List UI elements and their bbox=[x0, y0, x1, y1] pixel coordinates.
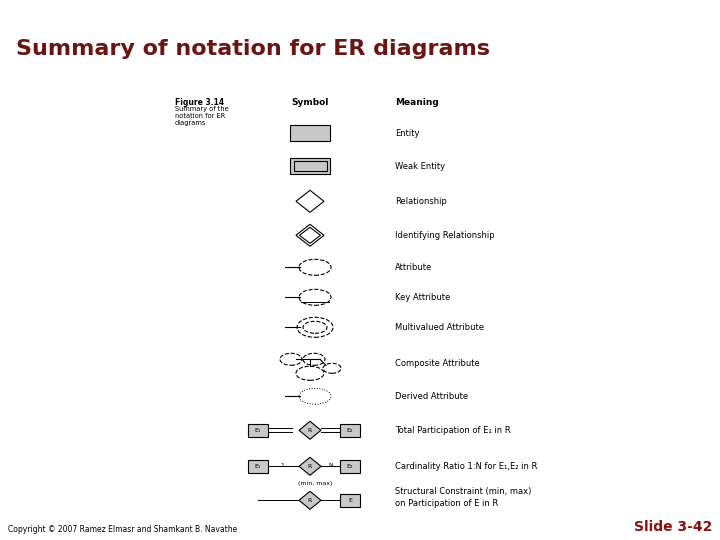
Bar bbox=[248, 460, 268, 473]
Text: Structural Constraint (min, max)
on Participation of E in R: Structural Constraint (min, max) on Part… bbox=[395, 487, 531, 508]
Text: Weak Entity: Weak Entity bbox=[395, 162, 445, 171]
Text: E₁: E₁ bbox=[255, 464, 261, 469]
Ellipse shape bbox=[303, 353, 325, 365]
Text: Summary of notation for ER diagrams: Summary of notation for ER diagrams bbox=[16, 38, 490, 58]
Text: Composite Attribute: Composite Attribute bbox=[395, 359, 480, 368]
Text: Slide 3-42: Slide 3-42 bbox=[634, 520, 712, 534]
Text: R: R bbox=[308, 498, 312, 503]
Text: Symbol: Symbol bbox=[292, 98, 329, 107]
Text: R: R bbox=[308, 464, 312, 469]
Text: 1: 1 bbox=[280, 463, 284, 468]
Bar bbox=[248, 424, 268, 437]
Text: Relationship: Relationship bbox=[395, 197, 447, 206]
Text: Copyright © 2007 Ramez Elmasr and Shamkant B. Navathe: Copyright © 2007 Ramez Elmasr and Shamka… bbox=[8, 525, 238, 534]
Text: E₂: E₂ bbox=[347, 428, 354, 433]
Bar bbox=[340, 424, 360, 437]
Ellipse shape bbox=[323, 363, 341, 373]
Bar bbox=[290, 158, 330, 174]
Text: notation for ER: notation for ER bbox=[175, 113, 225, 119]
Text: E₂: E₂ bbox=[347, 464, 354, 469]
Text: Cardinality Ratio 1:N for E₁,E₂ in R: Cardinality Ratio 1:N for E₁,E₂ in R bbox=[395, 462, 537, 471]
Ellipse shape bbox=[299, 259, 331, 275]
Polygon shape bbox=[296, 224, 324, 246]
Text: Key Attribute: Key Attribute bbox=[395, 293, 450, 302]
Text: Attribute: Attribute bbox=[395, 263, 432, 272]
Polygon shape bbox=[299, 421, 321, 440]
Bar bbox=[340, 494, 360, 507]
Text: diagrams: diagrams bbox=[175, 120, 207, 126]
Polygon shape bbox=[300, 227, 320, 244]
Ellipse shape bbox=[299, 289, 331, 305]
Bar bbox=[294, 161, 326, 171]
Text: Multivalued Attribute: Multivalued Attribute bbox=[395, 323, 484, 332]
Text: Total Participation of E₁ in R: Total Participation of E₁ in R bbox=[395, 426, 510, 435]
Polygon shape bbox=[296, 190, 324, 212]
Ellipse shape bbox=[303, 321, 327, 333]
Text: Identifying Relationship: Identifying Relationship bbox=[395, 231, 495, 240]
Text: E: E bbox=[348, 498, 352, 503]
Text: Summary of the: Summary of the bbox=[175, 106, 229, 112]
Ellipse shape bbox=[280, 353, 302, 365]
Ellipse shape bbox=[299, 388, 331, 404]
Text: Derived Attribute: Derived Attribute bbox=[395, 392, 468, 401]
Text: Entity: Entity bbox=[395, 129, 420, 138]
Text: E₁: E₁ bbox=[255, 428, 261, 433]
Bar bbox=[290, 125, 330, 141]
Text: (min, max): (min, max) bbox=[298, 481, 332, 487]
Text: Figure 3.14: Figure 3.14 bbox=[175, 98, 224, 107]
Polygon shape bbox=[299, 457, 321, 475]
Text: R: R bbox=[308, 428, 312, 433]
Bar bbox=[340, 460, 360, 473]
Text: Meaning: Meaning bbox=[395, 98, 438, 107]
Ellipse shape bbox=[296, 366, 324, 380]
Text: N: N bbox=[328, 463, 333, 468]
Ellipse shape bbox=[297, 318, 333, 338]
Polygon shape bbox=[299, 491, 321, 509]
